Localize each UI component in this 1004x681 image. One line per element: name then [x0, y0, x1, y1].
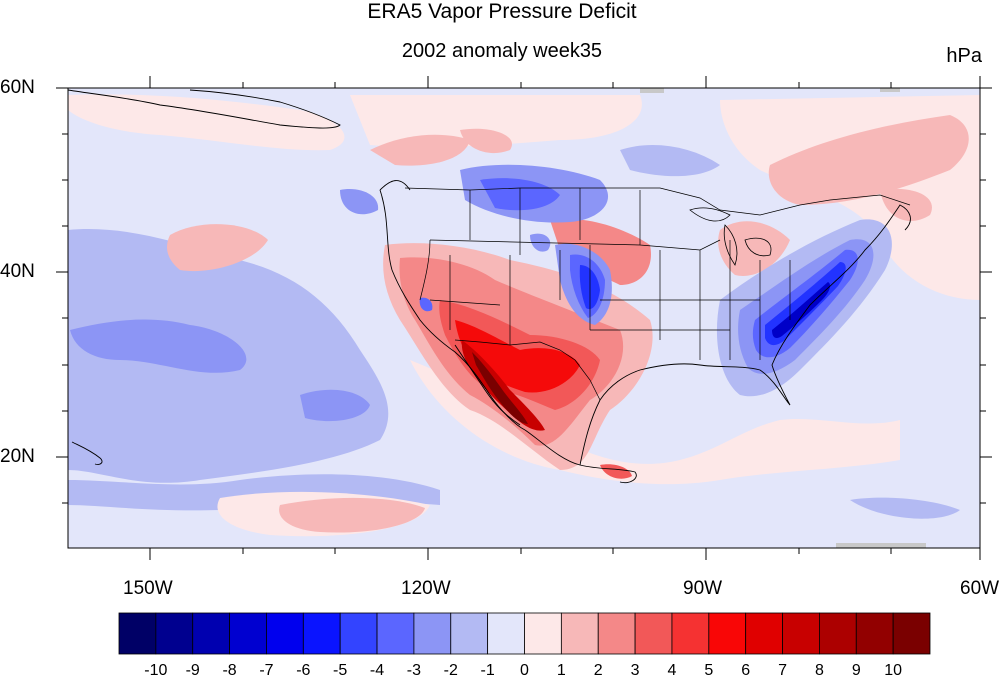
colorbar-swatch	[450, 612, 489, 655]
axis-ticks	[56, 76, 992, 560]
lon-label-90w: 90W	[683, 578, 723, 599]
colorbar-tick-label: -3	[406, 662, 422, 679]
missing-data-patch	[880, 88, 900, 92]
colorbar-tick-label: -6	[296, 662, 311, 679]
colorbar-swatch	[745, 612, 783, 655]
great-lakes	[689, 207, 772, 266]
lat-label-60n: 60N	[0, 77, 35, 98]
colorbar-tick-label: 1	[556, 662, 566, 679]
chart-subtitle: 2002 anomaly week35	[401, 40, 603, 62]
colorbar-swatch	[597, 612, 636, 655]
colorbar-tick-label: 6	[741, 662, 751, 679]
colorbar-swatch	[524, 612, 562, 655]
lon-label-150w: 150W	[123, 578, 173, 599]
positive-moderate-anomalies	[167, 115, 969, 533]
colorbar-tick-label: 7	[778, 662, 787, 679]
colorbar-tick-label: -9	[185, 662, 200, 679]
colorbar-tick-label: 10	[884, 662, 903, 679]
colorbar-swatch	[118, 612, 157, 655]
colorbar-swatch	[487, 612, 525, 655]
lon-label-120w: 120W	[401, 578, 451, 599]
coastlines	[68, 89, 911, 484]
colorbar-swatch	[155, 612, 194, 655]
colorbar-swatch	[413, 612, 452, 655]
colorbar-swatch	[671, 612, 710, 655]
colorbar-swatch	[708, 612, 747, 655]
colorbar-swatch	[560, 612, 599, 655]
lon-label-60w: 60W	[960, 578, 1000, 599]
colorbar-swatch	[819, 612, 857, 655]
colorbar-swatch	[376, 612, 415, 655]
colorbar-tick-label: 5	[704, 662, 714, 679]
country-borders	[404, 187, 911, 401]
colorbar-tick-label: -1	[480, 662, 495, 679]
colorbar-swatch	[302, 612, 341, 655]
colorbar-swatch	[192, 612, 230, 655]
colorbar-tick-label: 8	[814, 662, 824, 679]
colorbar-swatch	[634, 612, 673, 655]
colorbar-swatch	[892, 612, 931, 655]
colorbar-swatch	[339, 612, 378, 655]
colorbar-tick-label: 3	[630, 662, 640, 679]
pacific-negative-anomalies	[68, 145, 960, 519]
colorbar-tick-label: -5	[333, 662, 348, 679]
southeast-negative	[716, 219, 892, 397]
colorbar-tick-label: 4	[667, 662, 677, 679]
colorbar-tick-label: -2	[443, 662, 458, 679]
colorbar-tick-label: 2	[593, 662, 603, 679]
chart-title: ERA5 Vapor Pressure Deficit	[367, 0, 637, 23]
colorbar-tick-label: -4	[369, 662, 385, 679]
colorbar-swatch	[266, 612, 304, 655]
lat-label-40n: 40N	[0, 261, 35, 282]
colorbar-swatch	[229, 612, 267, 655]
missing-data-patch	[836, 543, 926, 548]
units-label: hPa	[946, 45, 982, 67]
colorbar-tick-label: -8	[222, 662, 237, 679]
colorbar-tick-label: 9	[851, 662, 861, 679]
colorbar-tick-label: -10	[144, 662, 168, 679]
missing-data-patch	[640, 88, 664, 93]
lat-label-20n: 20N	[0, 446, 35, 467]
colorbar-tick-label: 0	[520, 662, 529, 679]
colorbar-tick-label: -7	[259, 662, 274, 679]
colorbar-swatch	[782, 612, 820, 655]
colorbar	[118, 612, 931, 655]
colorbar-swatch	[855, 612, 894, 655]
map-field	[68, 88, 980, 548]
